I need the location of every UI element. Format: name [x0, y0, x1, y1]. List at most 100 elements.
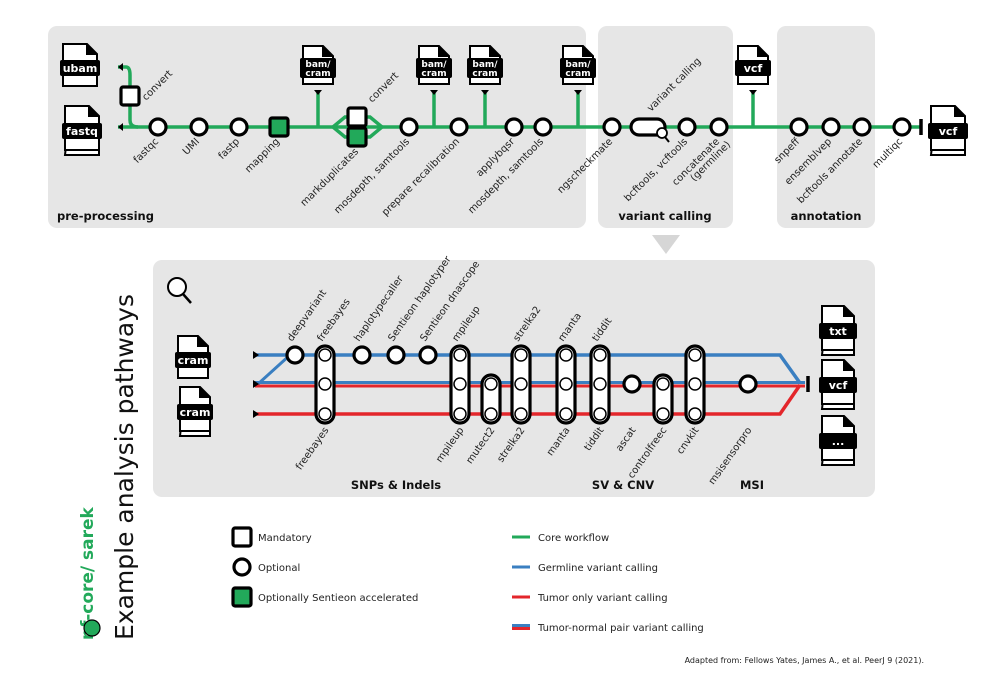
ubam-branch-line: [118, 65, 139, 129]
bam-cram-file-icon: bam/cram: [300, 45, 336, 85]
cram-stacked-file-icon: cram: [177, 386, 213, 437]
tool-node-port: [453, 377, 467, 391]
expand-arrow-icon: [652, 235, 680, 254]
tool-node-port: [593, 377, 607, 391]
legend-sentieon-icon: [231, 586, 253, 608]
file-type-label: fastq: [66, 125, 98, 138]
magnifier-handle: [182, 293, 192, 304]
input-marker-icon: [118, 123, 123, 131]
logo-text: nf-core/ sarek: [78, 506, 98, 640]
file-type-label: vcf: [829, 379, 848, 392]
section-title-snps-indels: SNPs & Indels: [351, 478, 441, 492]
section-title-msi: MSI: [740, 478, 764, 492]
file-label-box: [300, 58, 336, 78]
section-title-annotation: annotation: [791, 209, 862, 223]
file-corner: [197, 336, 208, 347]
tool-node-port: [559, 348, 573, 362]
file-type-label: vcf: [939, 125, 958, 138]
file-label-box: [416, 58, 452, 78]
magnifier-handle: [664, 136, 670, 143]
step-node: [189, 117, 209, 137]
section-title-pre-processing: pre-processing: [57, 209, 154, 223]
tool-node-port: [484, 407, 498, 421]
markduplicates-node: [346, 106, 368, 128]
legend-label: Mandatory: [258, 533, 312, 544]
tool-node-port: [318, 407, 332, 421]
file-label-box: [62, 123, 102, 139]
file-type-label: bam/: [565, 60, 591, 70]
connector-icon: [481, 90, 489, 95]
step-node: [229, 117, 249, 137]
tool-node-port: [559, 377, 573, 391]
file-type-label: txt: [829, 325, 847, 338]
ubam-file-icon: ubam: [60, 43, 100, 87]
file-corner: [438, 46, 449, 57]
file-label-box: [819, 323, 857, 339]
tool-node-port: [688, 407, 702, 421]
file-type-label: bam/: [421, 60, 447, 70]
file-corner: [843, 306, 854, 317]
sentieon-haplotyper-node: [386, 345, 406, 365]
side-title: Example analysis pathways: [110, 294, 139, 640]
ascat-node: [622, 374, 642, 394]
file-type-label: cram: [180, 406, 211, 419]
file-corner: [86, 44, 97, 55]
legend-label: Tumor only variant calling: [537, 593, 668, 604]
file-corner: [88, 106, 99, 117]
legend-optional-icon: [232, 557, 252, 577]
tool-node-port: [593, 407, 607, 421]
tool-node-port: [514, 407, 528, 421]
msisensorpro-node: [738, 374, 758, 394]
file-label-box: [928, 123, 968, 139]
step-label: multiqc: [871, 136, 905, 170]
file-type-label: bam/: [472, 60, 498, 70]
tool-node-port: [514, 377, 528, 391]
file-label-box: [175, 352, 211, 368]
file-corner: [322, 46, 333, 57]
file-type-label: ubam: [63, 62, 98, 75]
sentieon-dnascope-node: [418, 345, 438, 365]
connector-icon: [749, 90, 757, 95]
file-corner: [954, 106, 965, 117]
legend-label: Core workflow: [538, 533, 609, 544]
tool-node-port: [559, 407, 573, 421]
step-node: [399, 117, 419, 137]
step-node: [602, 117, 622, 137]
haplotypecaller-node: [352, 345, 372, 365]
citation: Adapted from: Fellows Yates, James A., e…: [685, 656, 924, 665]
tool-node-port: [453, 407, 467, 421]
tool-node-port: [656, 407, 670, 421]
file-label-box: [467, 58, 503, 78]
step-node: [677, 117, 697, 137]
tool-node-port: [656, 377, 670, 391]
file-corner: [199, 387, 210, 398]
file-label-box: [819, 377, 857, 393]
tool-node-port: [593, 348, 607, 362]
file-corner: [757, 46, 768, 57]
magnifier-icon: [656, 127, 668, 139]
magnifier-icon: [167, 277, 187, 297]
bam-cram-file-icon: bam/cram: [560, 45, 596, 85]
tool-node-port: [688, 377, 702, 391]
file-type-label: cram: [421, 69, 446, 79]
file-label-box: [177, 404, 213, 420]
tool-node-port: [688, 348, 702, 362]
step-node: [789, 117, 809, 137]
tumor-only-line: [255, 384, 802, 416]
mapping-node: [268, 116, 290, 138]
file-type-label: bam/: [305, 60, 331, 70]
step-node: [504, 117, 524, 137]
convert-mandatory-node: [119, 85, 141, 107]
file-type-label: cram: [178, 354, 209, 367]
tool-node-port: [484, 377, 498, 391]
legend-mandatory-icon: [231, 526, 253, 548]
logo-apple-icon: [83, 619, 101, 637]
legend-label: Optional: [258, 563, 300, 574]
markduplicates-sentieon-node: [346, 126, 368, 148]
vcf-output-file-icon: vcf: [819, 359, 857, 410]
file-label-box: [60, 60, 100, 76]
legend-label: Optionally Sentieon accelerated: [258, 593, 418, 604]
step-node: [449, 117, 469, 137]
file-type-label: cram: [305, 69, 330, 79]
connector-icon: [430, 90, 438, 95]
